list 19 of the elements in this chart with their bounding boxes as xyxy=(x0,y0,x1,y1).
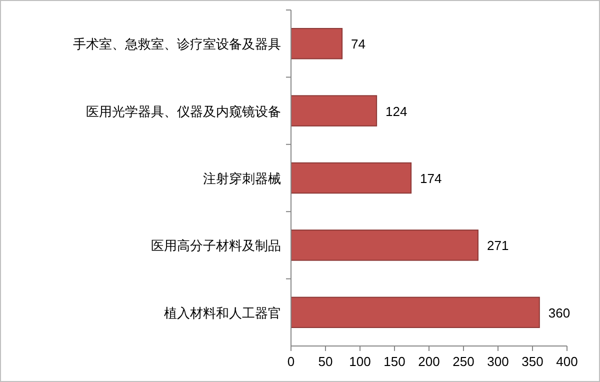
x-tick-label: 100 xyxy=(349,354,371,369)
y-tick-label: 植入材料和人工器官 xyxy=(164,305,281,320)
x-tick-label: 400 xyxy=(556,354,578,369)
data-label: 174 xyxy=(420,171,442,186)
x-tick-label: 350 xyxy=(522,354,544,369)
data-label: 271 xyxy=(486,238,509,254)
y-tick-label: 手术室、急救室、诊疗室设备及器具 xyxy=(73,36,281,52)
x-tick-label: 50 xyxy=(318,354,333,369)
y-tick-label: 注射穿刺器械 xyxy=(203,171,281,186)
x-tick-label: 200 xyxy=(418,354,440,369)
data-label: 360 xyxy=(548,305,570,320)
x-tick-label: 0 xyxy=(287,354,295,369)
data-label: 124 xyxy=(386,104,408,119)
x-tick-label: 150 xyxy=(384,354,406,369)
x-tick-label: 300 xyxy=(487,354,509,369)
y-tick-label: 医用高分子材料及制品 xyxy=(151,238,281,254)
y-tick-label: 医用光学器具、仪器及内窥镜设备 xyxy=(86,104,281,119)
data-label: 74 xyxy=(351,36,366,52)
x-tick-label: 250 xyxy=(452,354,474,369)
